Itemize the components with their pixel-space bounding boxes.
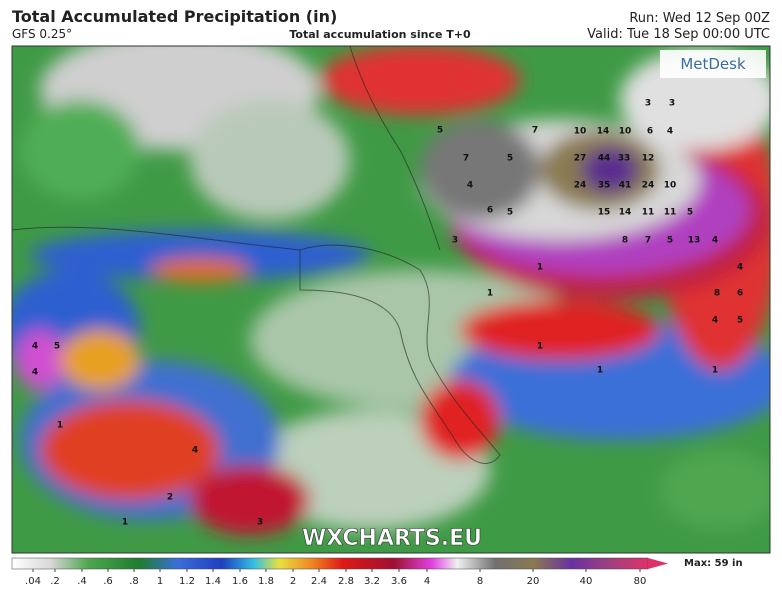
map-value-label: 8	[622, 236, 628, 246]
map-value-label: 13	[688, 236, 701, 246]
colorbar-tick-label: 8	[477, 576, 483, 587]
run-time: Run: Wed 12 Sep 00Z	[629, 11, 770, 26]
valid-time: Valid: Tue 18 Sep 00:00 UTC	[587, 27, 770, 42]
colorbar-tick-label: 40	[580, 576, 593, 587]
map-value-label: 4	[712, 316, 718, 326]
map-value-label: 24	[642, 181, 655, 191]
map-value-label: 4	[192, 446, 198, 456]
map-value-label: 4	[32, 342, 38, 352]
colorbar-tick-label: 1	[157, 576, 163, 587]
map-value-label: 4	[667, 127, 673, 137]
colorbar-tick-label: 1.2	[179, 576, 195, 587]
map-value-label: 6	[487, 206, 493, 216]
map-value-label: 4	[712, 236, 718, 246]
map-value-label: 7	[532, 126, 538, 136]
map-value-label: 24	[574, 181, 587, 191]
map-value-label: 1	[122, 518, 128, 528]
subtitle: Total accumulation since T+0	[289, 28, 471, 41]
map-value-label: 44	[598, 154, 611, 164]
map-value-label: 11	[642, 208, 655, 218]
map-value-label: 3	[669, 99, 675, 109]
colorbar-tick-label: 1.4	[205, 576, 221, 587]
colorbar-tick-label: 2.4	[311, 576, 327, 587]
map-value-label: 8	[714, 289, 720, 299]
colorbar-tick-label: 3.2	[364, 576, 380, 587]
map-value-label: 3	[257, 518, 263, 528]
map-value-label: 7	[463, 154, 469, 164]
colorbar-tick-label: 1.6	[232, 576, 248, 587]
map-value-label: 5	[667, 236, 673, 246]
map-value-label: 1	[537, 342, 543, 352]
map-value-label: 14	[597, 127, 610, 137]
map-value-label: 1	[57, 421, 63, 431]
map-value-label: 2	[167, 493, 173, 503]
map-value-label: 10	[619, 127, 632, 137]
map-value-label: 1	[597, 366, 603, 376]
map-value-label: 7	[645, 236, 651, 246]
map-value-label: 5	[737, 316, 743, 326]
map-value-label: 5	[54, 342, 60, 352]
map-value-label: 10	[664, 181, 677, 191]
map-value-label: 3	[452, 236, 458, 246]
map-value-label: 5	[507, 208, 513, 218]
map-value-label: 14	[619, 208, 632, 218]
map-value-label: 1	[712, 366, 718, 376]
map-value-label: 41	[619, 181, 632, 191]
logo: MetDesk	[680, 55, 746, 73]
colorbar-tick-label: 3.6	[391, 576, 407, 587]
colorbar-tick-label: .8	[129, 576, 139, 587]
title: Total Accumulated Precipitation (in)	[12, 7, 337, 26]
map-value-label: 5	[687, 208, 693, 218]
colorbar-tick-label: 1.8	[258, 576, 274, 587]
colorbar-arrow	[648, 558, 668, 569]
colorbar-tick-label: 2.8	[338, 576, 354, 587]
map-value-label: 15	[598, 208, 611, 218]
colorbar-tick-label: 2	[290, 576, 296, 587]
map-value-label: 5	[507, 154, 513, 164]
map-value-label: 10	[574, 127, 587, 137]
map-value-label: 12	[642, 154, 655, 164]
map-value-label: 1	[487, 289, 493, 299]
map-value-label: 35	[598, 181, 611, 191]
map-value-label: 6	[737, 289, 743, 299]
map-value-label: 6	[647, 127, 653, 137]
model: GFS 0.25°	[12, 27, 72, 41]
colorbar-tick-label: 20	[527, 576, 540, 587]
colorbar-tick-label: .4	[77, 576, 87, 587]
map-value-label: 4	[467, 181, 473, 191]
colorbar	[11, 557, 649, 570]
colorbar-tick-label: 80	[634, 576, 647, 587]
max-label: Max: 59 in	[684, 558, 743, 569]
colorbar-tick-label: .6	[103, 576, 113, 587]
colorbar-tick-label: .2	[50, 576, 60, 587]
map-value-label: 1	[537, 263, 543, 273]
colorbar-tick-label: .04	[25, 576, 41, 587]
map-value-label: 33	[618, 154, 631, 164]
map-value-label: 27	[574, 154, 587, 164]
watermark: WXCHARTS.EU	[302, 526, 482, 551]
map-value-label: 4	[32, 368, 38, 378]
map-value-label: 11	[664, 208, 677, 218]
map-frame	[11, 45, 771, 554]
colorbar-tick-label: 4	[424, 576, 430, 587]
map-value-label: 3	[645, 99, 651, 109]
map-value-label: 5	[437, 126, 443, 136]
map-value-label: 4	[737, 263, 743, 273]
